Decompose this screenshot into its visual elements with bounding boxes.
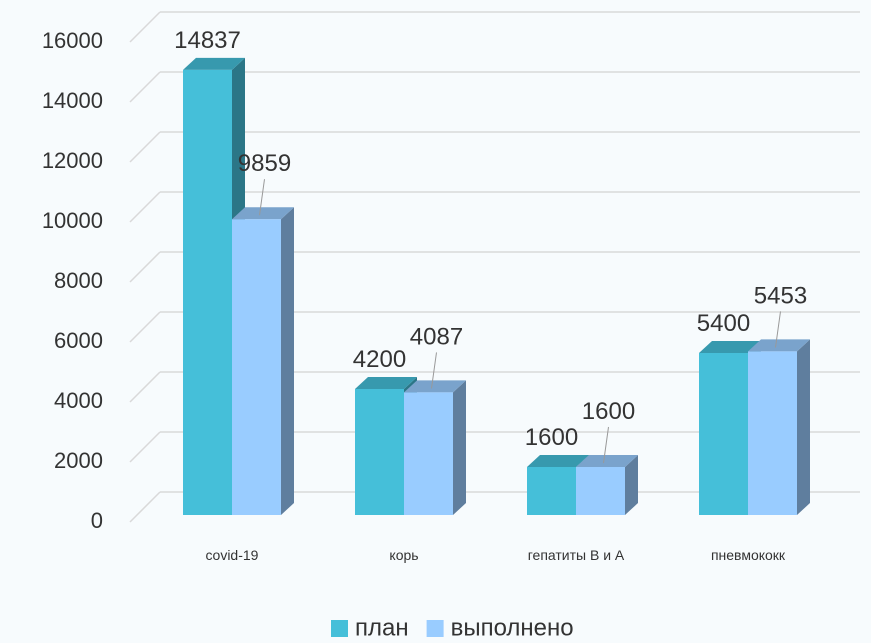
data-label: 1600 [582, 398, 635, 425]
bar-side [797, 339, 810, 515]
grid-line [129, 251, 161, 283]
legend-swatch [331, 620, 348, 637]
grid-line [129, 11, 161, 43]
bar-top [232, 207, 294, 220]
legend-label: план [355, 614, 409, 641]
x-tick-label: covid-19 [206, 547, 259, 563]
grid-line [129, 71, 161, 103]
bar-top [404, 380, 466, 393]
y-tick-label: 12000 [42, 148, 103, 173]
data-label: 5400 [697, 310, 750, 337]
grid-line [129, 431, 161, 463]
y-tick-label: 10000 [42, 208, 103, 233]
leader-line [259, 179, 265, 216]
leader-line [603, 426, 609, 464]
y-tick-label: 6000 [54, 328, 103, 353]
legend-swatch [426, 620, 444, 637]
bar [355, 389, 404, 515]
bar-top [183, 57, 245, 70]
grid-line [129, 491, 161, 523]
bar [232, 219, 281, 516]
bar-side [625, 455, 638, 515]
bar-side [281, 207, 294, 516]
bar-top [699, 341, 761, 353]
bar [576, 467, 625, 515]
bar-top [527, 455, 589, 467]
y-tick-label: 4000 [54, 388, 103, 413]
bar-side [453, 380, 466, 515]
y-tick-label: 16000 [42, 28, 103, 53]
bar [699, 353, 748, 515]
bar [404, 392, 453, 515]
y-tick-label: 2000 [54, 448, 103, 473]
y-tick-label: 0 [91, 508, 103, 533]
bar-top [355, 377, 417, 389]
bar-top [748, 339, 810, 352]
bar [183, 69, 232, 515]
leader-line [431, 352, 437, 389]
data-label: 9859 [238, 150, 291, 177]
legend-label: выполнено [451, 614, 574, 641]
data-label: 1600 [525, 424, 578, 451]
bar [748, 351, 797, 515]
grid-line [129, 311, 161, 343]
grid-line [129, 371, 161, 403]
x-tick-label: пневмококк [711, 547, 786, 563]
leader-line [775, 311, 781, 348]
data-label: 4200 [353, 346, 406, 373]
y-tick-label: 8000 [54, 268, 103, 293]
x-tick-label: корь [389, 547, 418, 563]
grid-line [129, 131, 161, 163]
data-label: 4087 [410, 323, 463, 350]
data-label: 14837 [174, 27, 241, 54]
data-label: 5453 [754, 282, 807, 309]
bar [527, 467, 576, 515]
bar-top [576, 455, 638, 467]
x-tick-label: гепатиты В и А [528, 547, 625, 563]
grid-line [129, 191, 161, 223]
y-tick-label: 14000 [42, 88, 103, 113]
